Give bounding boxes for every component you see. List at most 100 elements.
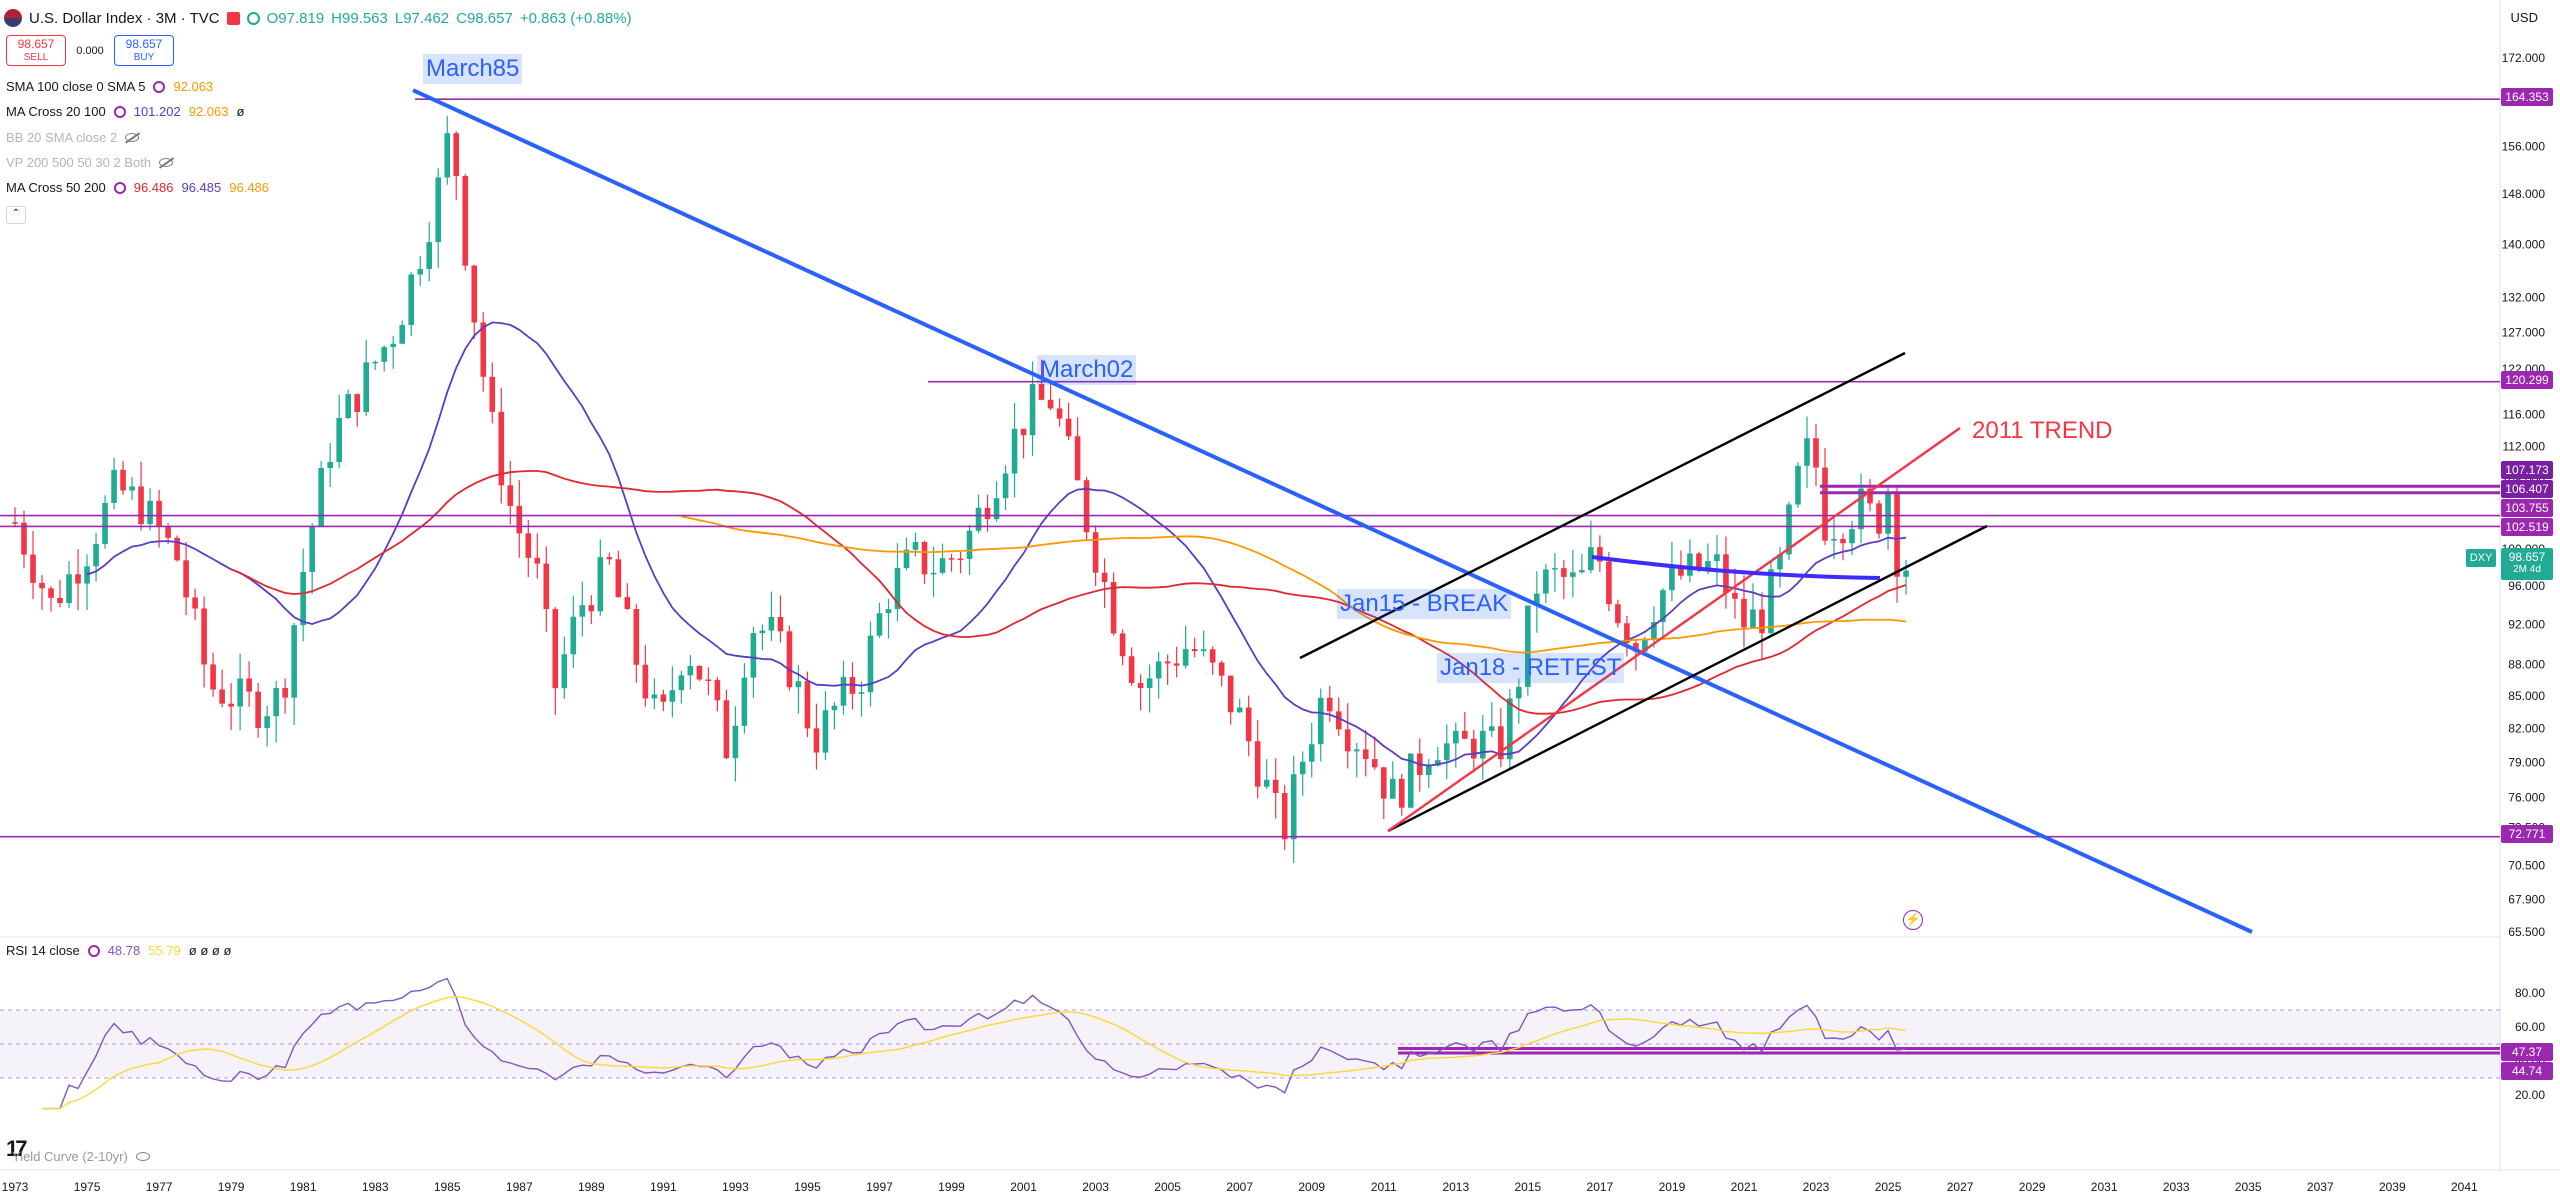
candle-body <box>1146 678 1153 688</box>
hidden-eye-icon[interactable] <box>125 133 140 142</box>
candle-body <box>516 505 523 534</box>
candle-body <box>705 679 712 681</box>
candle-body <box>867 635 874 693</box>
price-label-102: 102.519 <box>2501 518 2553 536</box>
legend-yield-curve[interactable]: Yield Curve (2-10yr) <box>12 1149 150 1164</box>
candle-body <box>786 631 793 688</box>
y-tick-label: 116.000 <box>2503 408 2546 422</box>
candle-body <box>444 133 451 178</box>
buy-button[interactable]: 98.657 BUY <box>114 35 174 66</box>
candle-body <box>390 343 397 348</box>
legend-ma-cross-20-100[interactable]: MA Cross 20 100 101.202 92.063 ø <box>6 104 245 119</box>
x-tick-label: 1981 <box>290 1180 317 1194</box>
candle-body <box>1164 661 1171 664</box>
settings-gear-icon[interactable] <box>113 181 126 194</box>
hidden-eye-icon[interactable] <box>135 1152 150 1161</box>
annotation-march02[interactable]: March02 <box>1037 355 1137 385</box>
candle-body <box>1615 604 1621 624</box>
candle-body <box>1750 609 1756 628</box>
candle-body <box>1137 682 1144 688</box>
lightning-icon[interactable]: ⚡ <box>1903 910 1923 930</box>
y-tick-label: 132.000 <box>2502 291 2546 305</box>
candle-body <box>282 688 288 698</box>
ohlc-open: O97.819 <box>266 9 325 27</box>
hidden-eye-icon[interactable] <box>159 158 174 167</box>
chevron-up-icon[interactable]: ⌃ <box>6 206 26 224</box>
candle-body <box>1092 532 1099 573</box>
x-tick-label: 2031 <box>2091 1180 2118 1194</box>
candle-body <box>903 549 910 568</box>
y-tick-label: 156.000 <box>2502 139 2546 153</box>
candle-body <box>1254 741 1261 787</box>
candle-body <box>1335 711 1342 730</box>
candle-body <box>1380 767 1387 799</box>
candle-body <box>1344 729 1351 752</box>
y-tick-label: 79.000 <box>2508 755 2545 769</box>
x-tick-label: 2023 <box>1803 1180 1830 1194</box>
candle-body <box>534 557 541 564</box>
settings-gear-icon[interactable] <box>153 80 166 93</box>
candle-body <box>75 574 81 584</box>
candle-body <box>885 609 892 614</box>
x-tick-label: 1995 <box>794 1180 821 1194</box>
candle-body <box>435 177 442 243</box>
candle-body <box>57 597 63 604</box>
candle-body <box>606 557 613 560</box>
candle-body <box>1525 605 1531 687</box>
annotation-2011-trend[interactable]: 2011 TREND <box>1972 417 2113 444</box>
settings-gear-icon[interactable] <box>113 105 126 118</box>
candle-body <box>354 394 360 412</box>
candle-body <box>1128 656 1135 683</box>
candle-body <box>921 541 928 575</box>
candle-body <box>1885 492 1891 534</box>
y-tick-label: 127.000 <box>2502 326 2546 340</box>
candle-body <box>1831 538 1837 541</box>
legend-ma-cross-50-200[interactable]: MA Cross 50 200 96.486 96.485 96.486 <box>6 180 270 195</box>
rsi-tick-label: 80.00 <box>2515 986 2545 1000</box>
candle-body <box>1858 488 1864 530</box>
x-tick-label: 2017 <box>1587 1180 1614 1194</box>
ohlc-low: L97.462 <box>394 9 450 27</box>
settings-gear-icon[interactable] <box>87 944 100 957</box>
candle-body <box>93 543 99 567</box>
candle-body <box>345 394 351 419</box>
y-tick-label: 85.000 <box>2508 689 2545 703</box>
candle-body <box>1191 649 1198 652</box>
candle-body <box>1434 760 1441 766</box>
ohlc-high: H99.563 <box>331 9 388 27</box>
candle-body <box>1299 761 1306 775</box>
x-tick-label: 2025 <box>1875 1180 1902 1194</box>
legend-bb[interactable]: BB 20 SMA close 2 <box>6 130 140 145</box>
rsi-tick-label: 60.00 <box>2515 1020 2545 1034</box>
rsi-label-47: 47.37 <box>2501 1043 2553 1061</box>
symbol-title[interactable]: U.S. Dollar Index · 3M · TVC <box>29 9 220 27</box>
tradingview-logo-icon[interactable]: 17 <box>6 1136 28 1161</box>
candle-body <box>1227 675 1234 713</box>
market-closed-icon <box>226 11 240 25</box>
sell-button[interactable]: 98.657 SELL <box>6 35 66 66</box>
candle-body <box>228 703 234 707</box>
candle-body <box>1516 686 1522 699</box>
candle-body <box>381 347 388 362</box>
candle-body <box>318 467 324 527</box>
annotation-jan18[interactable]: Jan18 - RETEST <box>1437 653 1625 683</box>
legend-sma[interactable]: SMA 100 close 0 SMA 5 92.063 <box>6 79 214 94</box>
legend-rsi[interactable]: RSI 14 close 48.78 55.79 ø ø ø ø <box>6 943 232 958</box>
legend-vp[interactable]: VP 200 500 50 30 2 Both <box>6 155 174 170</box>
x-tick-label: 2001 <box>1010 1180 1037 1194</box>
ma-cross-highlight <box>1591 555 1881 580</box>
candle-body <box>1182 649 1189 666</box>
candle-body <box>1263 779 1270 787</box>
candle-body <box>1371 759 1378 768</box>
annotation-jan15[interactable]: Jan15 - BREAK <box>1337 589 1512 619</box>
candle-body <box>1453 730 1459 744</box>
annotation-march85[interactable]: March85 <box>423 54 523 84</box>
candle-body <box>489 376 496 412</box>
x-tick-label: 2011 <box>1371 1180 1397 1194</box>
currency-label[interactable]: USD <box>2510 10 2538 25</box>
x-tick-label: 2039 <box>2379 1180 2406 1194</box>
ma-20-line <box>86 321 1907 767</box>
candle-body <box>408 274 415 326</box>
x-tick-label: 1989 <box>578 1180 605 1194</box>
